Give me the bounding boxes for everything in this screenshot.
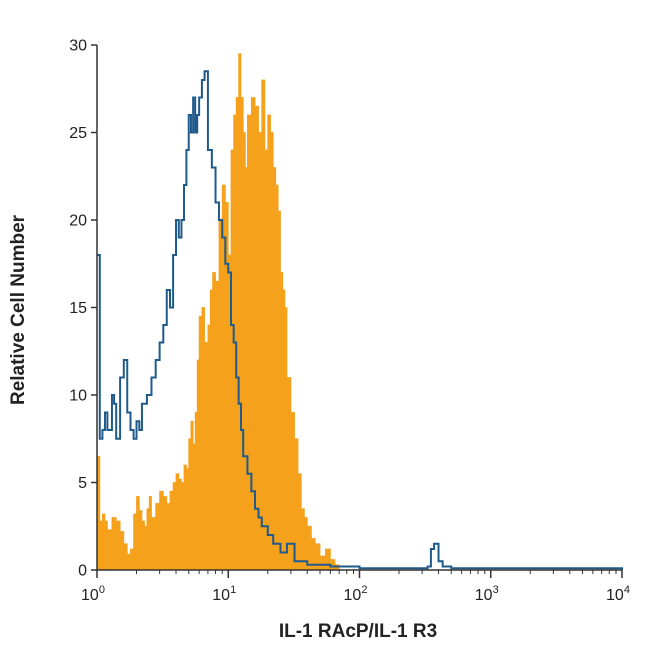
x-tick-label: 103 — [475, 584, 499, 604]
x-tick-label: 104 — [606, 584, 630, 604]
y-tick-label: 0 — [78, 563, 87, 580]
y-tick-label: 30 — [69, 38, 87, 55]
y-tick-label: 10 — [69, 388, 87, 405]
x-tick-label: 100 — [81, 584, 105, 604]
x-axis-title: IL-1 RAcP/IL-1 R3 — [279, 621, 437, 642]
y-tick-label: 25 — [69, 125, 87, 142]
series-filled-histogram — [96, 53, 340, 571]
y-tick-label: 5 — [78, 475, 87, 492]
ticks-layer: 0 5 10 15 20 25 30 100 101 102 103 104 — [69, 38, 630, 605]
x-tick-label: 102 — [344, 584, 368, 604]
y-tick-label: 15 — [69, 300, 87, 317]
y-tick-label: 20 — [69, 213, 87, 230]
x-tick-label: 101 — [212, 584, 236, 604]
series-outline-histogram — [97, 70, 623, 570]
series-layer — [96, 53, 623, 571]
y-axis-title: Relative Cell Number — [8, 214, 29, 405]
